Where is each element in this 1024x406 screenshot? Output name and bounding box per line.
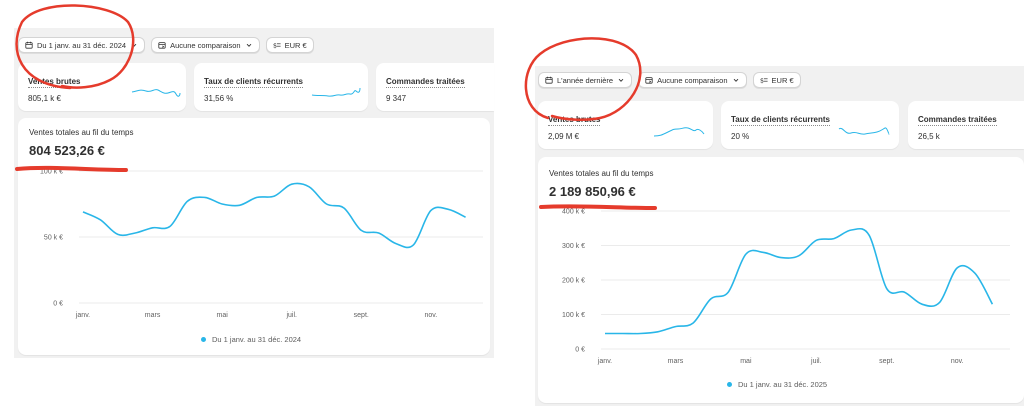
sales-chart-card: Ventes totales au fil du temps 2 189 850… xyxy=(538,157,1024,403)
filter-toolbar: Du 1 janv. au 31 déc. 2024 Aucune compar… xyxy=(18,37,314,53)
chart-title: Ventes totales au fil du temps xyxy=(549,169,654,178)
sparkline xyxy=(311,87,361,97)
metric-value: 2,09 M € xyxy=(548,132,580,141)
legend-label: Du 1 janv. au 31 déc. 2024 xyxy=(212,335,302,344)
dashboard-panel-2025: L'année dernière Aucune comparaison $ EU… xyxy=(535,66,1024,406)
x-tick-label: nov. xyxy=(424,312,437,319)
x-tick-label: mars xyxy=(668,358,684,365)
series-line xyxy=(605,227,994,335)
metric-card-returning-customers[interactable]: Taux de clients récurrents 20 % xyxy=(721,101,899,149)
chevron-down-icon xyxy=(617,76,625,84)
comparison-label: Aucune comparaison xyxy=(657,75,728,85)
sparkline xyxy=(653,127,705,137)
x-tick-label: janv. xyxy=(597,358,612,365)
legend-dot-icon xyxy=(727,382,732,387)
series-line xyxy=(82,182,466,249)
metric-label: Ventes brutes xyxy=(548,115,601,126)
x-tick-label: sept. xyxy=(879,358,894,365)
y-tick-label: 300 k € xyxy=(562,243,585,250)
legend-label: Du 1 janv. au 31 déc. 2025 xyxy=(738,380,828,389)
dashboard-panel-2024: Du 1 janv. au 31 déc. 2024 Aucune compar… xyxy=(14,28,494,358)
y-tick-label: 0 € xyxy=(53,301,63,308)
x-tick-label: mai xyxy=(740,358,752,365)
calendar-icon xyxy=(25,41,33,49)
chevron-down-icon xyxy=(130,41,138,49)
svg-text:$: $ xyxy=(760,76,764,84)
x-tick-label: nov. xyxy=(951,358,964,365)
comparison-label: Aucune comparaison xyxy=(170,40,241,50)
metric-card-gross-sales[interactable]: Ventes brutes 2,09 M € xyxy=(538,101,713,149)
calendar-compare-icon xyxy=(645,76,653,84)
currency-button[interactable]: $ EUR € xyxy=(265,37,314,53)
comparison-button[interactable]: Aucune comparaison xyxy=(151,37,260,53)
sparkline xyxy=(131,89,181,97)
metric-card-gross-sales[interactable]: Ventes brutes 805,1 k € xyxy=(18,63,186,111)
currency-button[interactable]: $ EUR € xyxy=(752,72,801,88)
sales-line-chart: 0 € 50 k € 100 k € janv. mars mai juil. sept. no… xyxy=(40,169,483,319)
chart-total: 804 523,26 € xyxy=(29,143,105,158)
date-range-label: L'année dernière xyxy=(557,75,614,85)
metric-value: 26,5 k xyxy=(918,132,940,141)
metric-value: 20 % xyxy=(731,132,750,141)
currency-exchange-icon: $ xyxy=(273,41,281,49)
chevron-down-icon xyxy=(245,41,253,49)
metric-card-orders[interactable]: Commandes traitées 9 347 xyxy=(376,63,494,111)
calendar-compare-icon xyxy=(158,41,166,49)
y-tick-label: 100 k € xyxy=(562,312,585,319)
date-range-button[interactable]: Du 1 janv. au 31 déc. 2024 xyxy=(18,37,146,53)
x-tick-label: sept. xyxy=(354,312,369,319)
svg-text:$: $ xyxy=(273,41,277,49)
y-tick-label: 50 k € xyxy=(44,235,63,242)
metric-label: Ventes brutes xyxy=(28,77,81,88)
chevron-down-icon xyxy=(732,76,740,84)
metric-label: Taux de clients récurrents xyxy=(731,115,830,126)
currency-label: EUR € xyxy=(284,40,307,50)
metric-card-returning-customers[interactable]: Taux de clients récurrents 31,56 % xyxy=(194,63,368,111)
currency-label: EUR € xyxy=(771,75,794,85)
y-tick-label: 100 k € xyxy=(40,169,63,176)
sales-line-chart: 0 € 100 k € 200 k € 300 k € 400 k € janv. mars… xyxy=(562,209,1010,365)
comparison-button[interactable]: Aucune comparaison xyxy=(638,72,747,88)
sales-chart-card: Ventes totales au fil du temps 804 523,2… xyxy=(18,118,490,355)
x-tick-label: mars xyxy=(145,312,161,319)
filter-toolbar: L'année dernière Aucune comparaison $ EU… xyxy=(538,72,801,88)
x-tick-label: juil. xyxy=(810,358,822,365)
legend-dot-icon xyxy=(201,337,206,342)
chart-total: 2 189 850,96 € xyxy=(549,184,636,199)
chart-title: Ventes totales au fil du temps xyxy=(29,128,134,137)
currency-exchange-icon: $ xyxy=(760,76,768,84)
x-tick-label: mai xyxy=(216,312,228,319)
metric-label: Commandes traitées xyxy=(386,77,465,88)
metric-value: 9 347 xyxy=(386,94,407,103)
y-tick-label: 0 € xyxy=(575,347,585,354)
date-range-label: Du 1 janv. au 31 déc. 2024 xyxy=(37,40,127,50)
y-tick-label: 400 k € xyxy=(562,209,585,216)
metric-value: 31,56 % xyxy=(204,94,234,103)
chart-legend: Du 1 janv. au 31 déc. 2024 xyxy=(201,335,301,344)
date-range-button[interactable]: L'année dernière xyxy=(538,72,633,88)
metric-label: Taux de clients récurrents xyxy=(204,77,303,88)
metric-label: Commandes traitées xyxy=(918,115,997,126)
calendar-icon xyxy=(545,76,553,84)
y-tick-label: 200 k € xyxy=(562,278,585,285)
sparkline xyxy=(838,127,890,135)
x-tick-label: janv. xyxy=(75,312,90,319)
metric-value: 805,1 k € xyxy=(28,94,61,103)
metric-card-orders[interactable]: Commandes traitées 26,5 k xyxy=(908,101,1024,149)
chart-legend: Du 1 janv. au 31 déc. 2025 xyxy=(727,380,827,389)
x-tick-label: juil. xyxy=(285,312,297,319)
